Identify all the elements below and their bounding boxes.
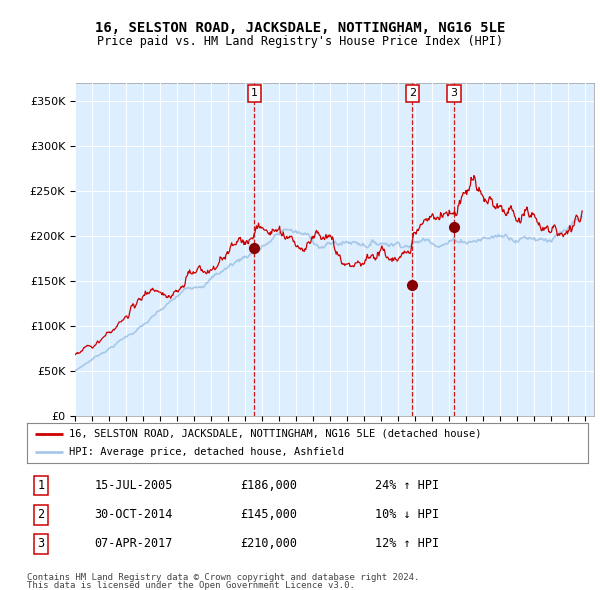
Text: HPI: Average price, detached house, Ashfield: HPI: Average price, detached house, Ashf… xyxy=(69,447,344,457)
Text: 16, SELSTON ROAD, JACKSDALE, NOTTINGHAM, NG16 5LE (detached house): 16, SELSTON ROAD, JACKSDALE, NOTTINGHAM,… xyxy=(69,429,482,439)
Text: 15-JUL-2005: 15-JUL-2005 xyxy=(94,479,173,492)
Text: 3: 3 xyxy=(37,537,44,550)
Text: Contains HM Land Registry data © Crown copyright and database right 2024.: Contains HM Land Registry data © Crown c… xyxy=(27,572,419,582)
Text: 16, SELSTON ROAD, JACKSDALE, NOTTINGHAM, NG16 5LE: 16, SELSTON ROAD, JACKSDALE, NOTTINGHAM,… xyxy=(95,21,505,35)
Text: 12% ↑ HPI: 12% ↑ HPI xyxy=(375,537,439,550)
Text: 07-APR-2017: 07-APR-2017 xyxy=(94,537,173,550)
Text: 10% ↓ HPI: 10% ↓ HPI xyxy=(375,508,439,522)
Text: 1: 1 xyxy=(37,479,44,492)
Text: Price paid vs. HM Land Registry's House Price Index (HPI): Price paid vs. HM Land Registry's House … xyxy=(97,35,503,48)
Text: 1: 1 xyxy=(251,88,258,99)
Text: £186,000: £186,000 xyxy=(240,479,297,492)
Text: 3: 3 xyxy=(451,88,457,99)
Text: 2: 2 xyxy=(37,508,44,522)
Text: £210,000: £210,000 xyxy=(240,537,297,550)
Text: 2: 2 xyxy=(409,88,416,99)
Text: £145,000: £145,000 xyxy=(240,508,297,522)
Text: This data is licensed under the Open Government Licence v3.0.: This data is licensed under the Open Gov… xyxy=(27,581,355,590)
Text: 24% ↑ HPI: 24% ↑ HPI xyxy=(375,479,439,492)
Text: 30-OCT-2014: 30-OCT-2014 xyxy=(94,508,173,522)
